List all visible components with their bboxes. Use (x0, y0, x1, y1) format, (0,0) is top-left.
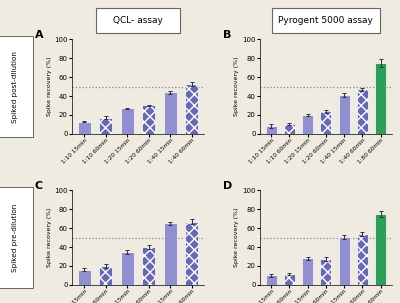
Text: B: B (223, 30, 231, 40)
Bar (185, 84, 198, 134)
Bar (339, 237, 350, 285)
Bar (302, 115, 313, 134)
Text: Spiked pre-dilution: Spiked pre-dilution (12, 204, 18, 272)
Bar (185, 221, 198, 285)
Bar (357, 234, 368, 285)
Bar (339, 95, 350, 134)
Bar (320, 111, 331, 134)
Y-axis label: Spike recovery (%): Spike recovery (%) (234, 57, 239, 116)
Y-axis label: Spike recovery (%): Spike recovery (%) (234, 208, 239, 267)
Bar (375, 214, 386, 285)
Text: C: C (35, 181, 43, 191)
Bar (142, 105, 155, 134)
Bar (284, 124, 295, 134)
Text: D: D (223, 181, 232, 191)
Bar (266, 126, 277, 134)
Bar (284, 275, 295, 285)
Bar (302, 258, 313, 285)
Text: QCL- assay: QCL- assay (113, 16, 163, 25)
Bar (142, 247, 155, 285)
Bar (164, 224, 177, 285)
Y-axis label: Spike recovery (%): Spike recovery (%) (46, 57, 52, 116)
Bar (375, 63, 386, 134)
Bar (78, 270, 91, 285)
Text: Pyrogent 5000 assay: Pyrogent 5000 assay (278, 16, 373, 25)
Bar (100, 118, 112, 134)
Bar (121, 108, 134, 134)
Bar (78, 122, 91, 134)
Bar (100, 266, 112, 285)
Bar (266, 275, 277, 285)
Bar (121, 252, 134, 285)
Text: Spiked post-dilution: Spiked post-dilution (12, 51, 18, 122)
Text: A: A (35, 30, 44, 40)
Bar (320, 259, 331, 285)
Bar (357, 89, 368, 134)
Bar (164, 92, 177, 134)
Y-axis label: Spike recovery (%): Spike recovery (%) (46, 208, 52, 267)
